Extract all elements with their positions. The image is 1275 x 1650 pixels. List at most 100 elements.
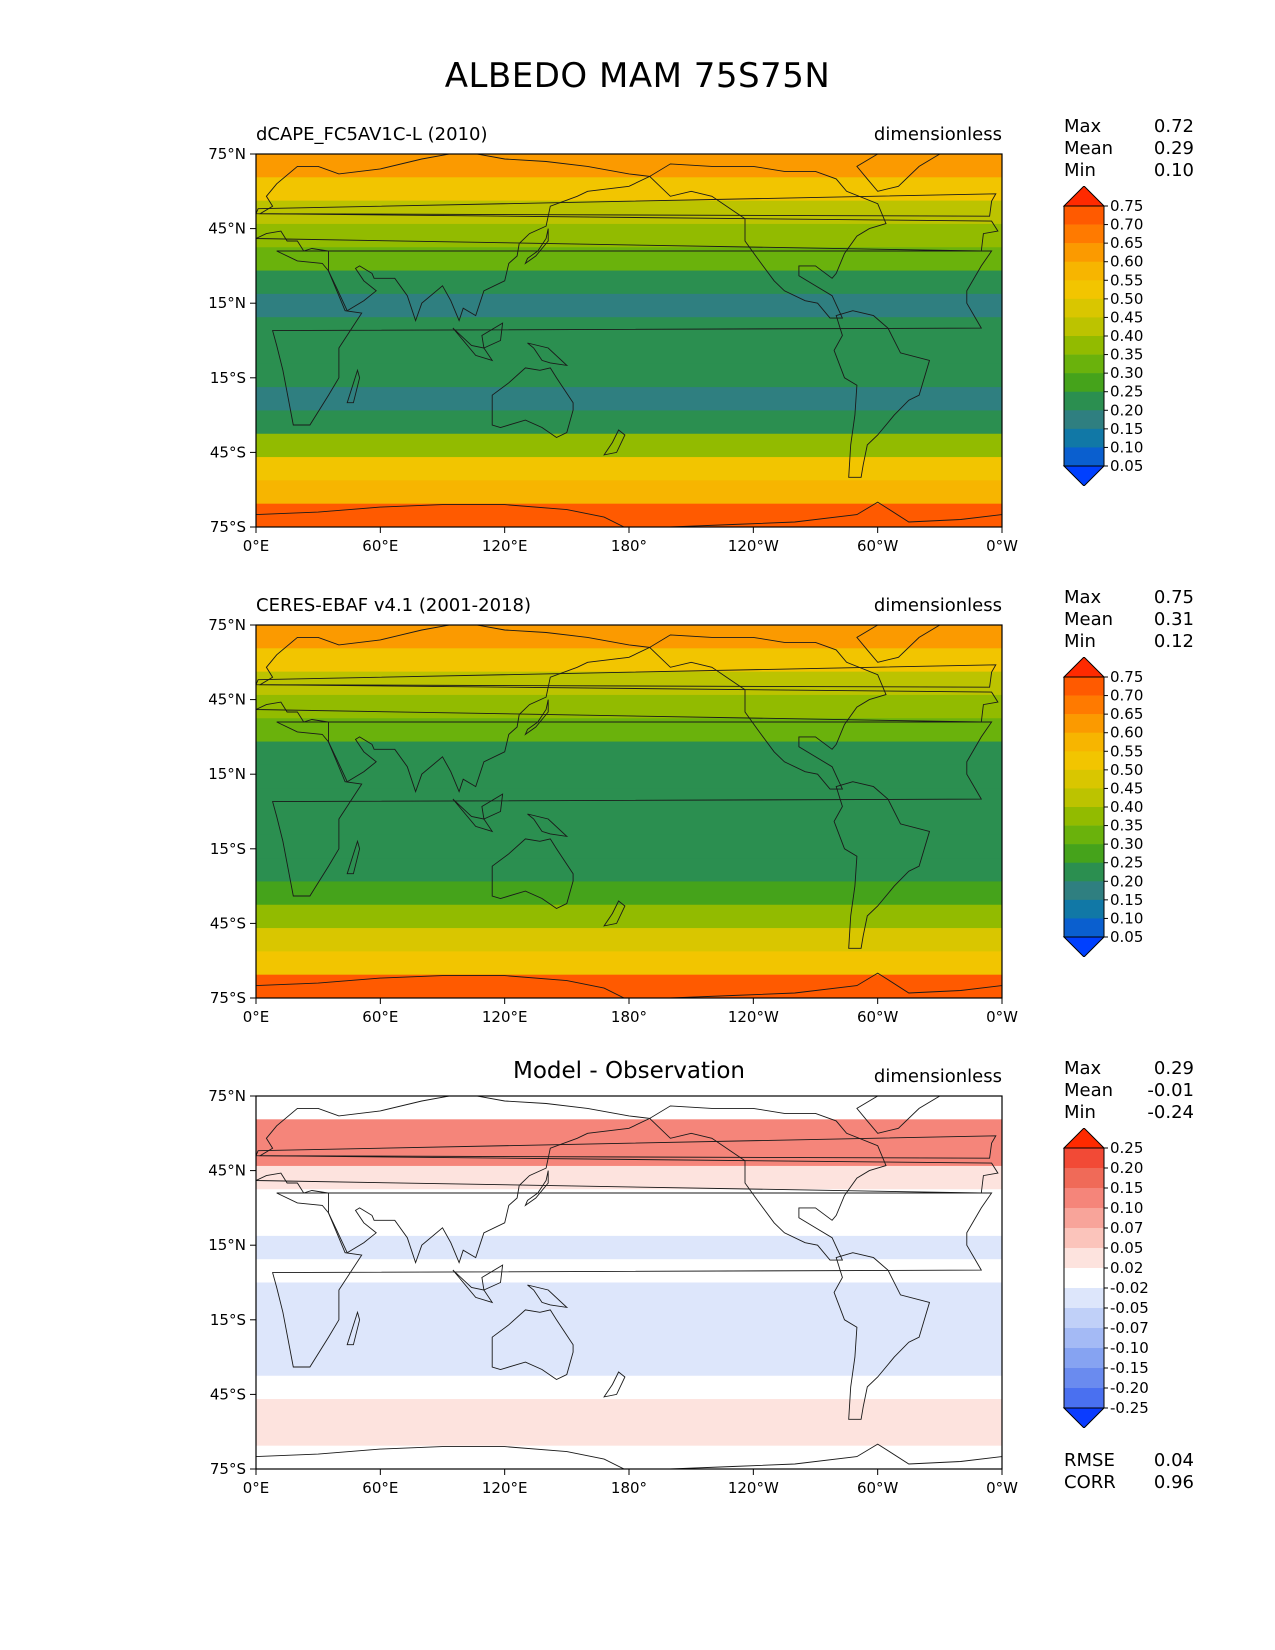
colorbar-segment	[1064, 1328, 1104, 1349]
colorbar-tick-label: 0.10	[1110, 909, 1143, 927]
colorbar-tick-label: 0.60	[1110, 253, 1143, 271]
colorbar-segment	[1064, 788, 1104, 808]
zonal-band	[256, 648, 1002, 673]
coastline	[491, 838, 574, 910]
coastline	[481, 793, 504, 820]
colorbar-extend-bottom	[1062, 936, 1106, 957]
colorbar-tick-label: 0.10	[1110, 438, 1143, 456]
colorbar-tick-label: 0.15	[1110, 891, 1143, 909]
lat-tick-label: 45°N	[208, 220, 246, 238]
colorbar-segment	[1064, 769, 1104, 789]
zonal-band	[256, 1329, 1002, 1353]
stat-value: 0.29	[1153, 138, 1194, 159]
stat-label: Min	[1064, 1102, 1096, 1123]
lat-tick-label: 75°S	[210, 1460, 246, 1478]
coastline	[524, 228, 549, 265]
colorbar-tick-label: 0.70	[1110, 687, 1143, 705]
colorbar-segment	[1064, 336, 1104, 355]
zonal-band	[256, 293, 1002, 318]
colorbar-segment	[1064, 1388, 1104, 1409]
colorbar-segment	[1064, 1288, 1104, 1309]
colorbar-segment	[1064, 918, 1104, 938]
lon-tick-label: 60°E	[362, 1479, 398, 1497]
zonal-band	[256, 1119, 1002, 1144]
lat-tick-label: 75°N	[208, 1087, 246, 1105]
colorbar-segment	[1064, 243, 1104, 263]
colorbar-tick-label: -0.10	[1110, 1339, 1149, 1357]
zonal-band	[256, 1282, 1002, 1307]
colorbar-tick-label: -0.02	[1110, 1279, 1149, 1297]
coastline	[346, 1310, 361, 1346]
stat-label: Min	[1064, 631, 1096, 652]
colorbar-tick-label: 0.30	[1110, 835, 1143, 853]
colorbar-segment	[1064, 354, 1104, 374]
observation-map: 75°N 45°N 15°N 15°S 45°S 75°S0°E 60°E 120°E 180°…	[208, 616, 1018, 1026]
zonal-band	[256, 811, 1002, 836]
colorbar-tick-label: 0.20	[1110, 1159, 1143, 1177]
coastline	[491, 367, 574, 439]
coastline	[256, 1443, 1002, 1469]
stat-label: Mean	[1064, 1080, 1114, 1101]
colorbar-tick-label: 0.75	[1110, 668, 1143, 686]
colorbar-segment	[1064, 1248, 1104, 1269]
lon-tick-label: 120°E	[482, 1479, 528, 1497]
zonal-band	[256, 764, 1002, 789]
colorbar-tick-label: 0.02	[1110, 1259, 1143, 1277]
zonal-band	[256, 223, 1002, 248]
colorbar: 0.750.700.650.600.550.500.450.400.350.30…	[1062, 657, 1143, 957]
zonal-band	[256, 858, 1002, 882]
colorbar-segment	[1064, 751, 1104, 771]
lat-tick-label: 45°S	[210, 1385, 246, 1403]
figure-title: ALBEDO MAM 75S75N	[444, 56, 831, 96]
colorbar-tick-label: 0.35	[1110, 346, 1143, 364]
zonal-band	[256, 694, 1002, 719]
model-map: 75°N 45°N 15°N 15°S 45°S 75°S0°E 60°E 120°E 180°…	[208, 145, 1018, 555]
coastline	[833, 781, 931, 949]
coastline	[256, 664, 997, 688]
zonal-band	[256, 177, 1002, 202]
colorbar-tick-label: 0.20	[1110, 872, 1143, 890]
colorbar-tick-label: -0.05	[1110, 1299, 1149, 1317]
colorbar-segment	[1064, 1188, 1104, 1209]
coastline	[256, 193, 997, 217]
colorbar-segment	[1064, 373, 1104, 393]
lat-tick-label: 45°N	[208, 691, 246, 709]
coastline	[256, 625, 999, 793]
zonal-band	[256, 741, 1002, 766]
lon-tick-label: 0°W	[986, 537, 1018, 555]
zonal-band	[256, 718, 1002, 743]
colorbar-segment	[1064, 862, 1104, 882]
stat-value: -0.01	[1147, 1080, 1194, 1101]
colorbar-segment	[1064, 677, 1104, 696]
lat-tick-label: 15°N	[208, 765, 246, 783]
units-label: dimensionless	[873, 595, 1002, 616]
coastline	[272, 1192, 993, 1368]
lon-tick-label: 180°	[611, 1008, 647, 1026]
coastline	[603, 900, 626, 927]
zonal-band	[256, 1422, 1002, 1447]
coastline	[856, 625, 941, 663]
coastline	[256, 1096, 999, 1264]
coastline	[833, 310, 931, 478]
zonal-band	[256, 1189, 1002, 1214]
zonal-band	[256, 951, 1002, 976]
coastline	[527, 813, 569, 838]
metric-value: 0.96	[1153, 1472, 1194, 1493]
metric-label: RMSE	[1064, 1450, 1115, 1471]
zonal-band	[256, 433, 1002, 458]
colorbar-segment	[1064, 1368, 1104, 1389]
lat-tick-label: 45°S	[210, 443, 246, 461]
stat-value: -0.24	[1147, 1102, 1194, 1123]
coastline	[527, 1284, 569, 1309]
stat-label: Max	[1064, 116, 1102, 137]
coastline	[833, 1252, 931, 1420]
colorbar-segment	[1064, 732, 1104, 752]
colorbar-segment	[1064, 447, 1104, 467]
lon-tick-label: 120°W	[728, 1008, 779, 1026]
coastline	[603, 429, 626, 456]
metric-label: CORR	[1064, 1472, 1116, 1493]
coastline	[524, 699, 549, 736]
coastline	[856, 154, 941, 192]
colorbar-segment	[1064, 899, 1104, 919]
stat-value: 0.12	[1153, 631, 1194, 652]
